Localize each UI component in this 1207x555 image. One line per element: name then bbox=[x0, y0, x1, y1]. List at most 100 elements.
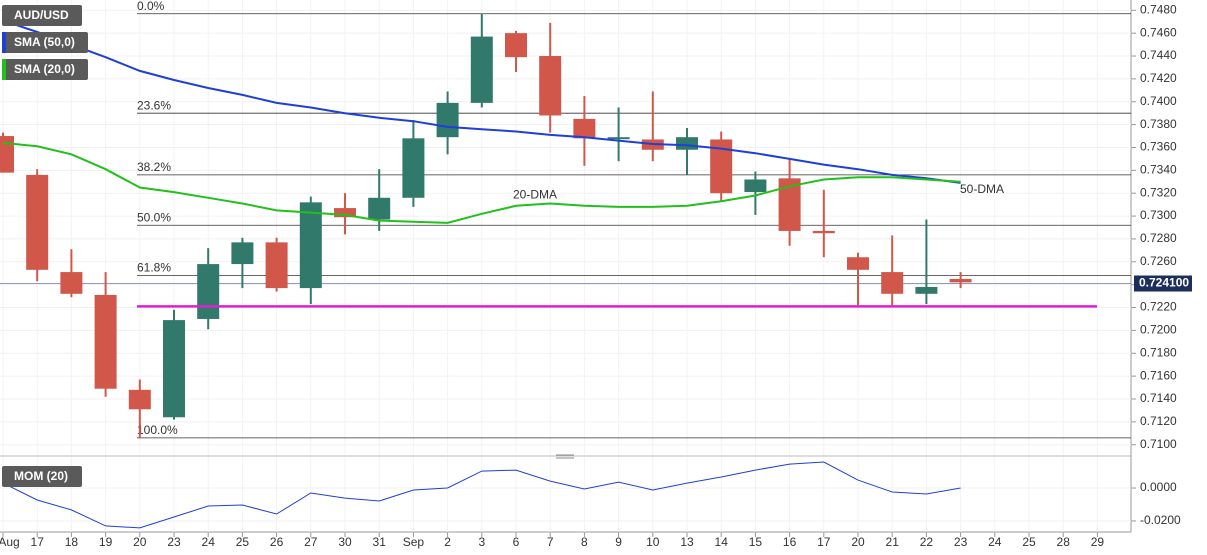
x-tick-label: 22 bbox=[920, 535, 934, 549]
x-tick-label: 25 bbox=[1022, 535, 1036, 549]
x-tick-label: 10 bbox=[646, 535, 660, 549]
legend-box bbox=[2, 466, 82, 487]
y-tick-label: 0.7160 bbox=[1140, 368, 1177, 382]
legend-stripe bbox=[2, 32, 6, 53]
x-tick-label: 26 bbox=[270, 535, 284, 549]
y-tick-label: 0.7360 bbox=[1140, 140, 1177, 154]
candle-body bbox=[915, 286, 938, 294]
y-tick-label: 0.7120 bbox=[1140, 414, 1177, 428]
fib-label: 0.0% bbox=[137, 0, 165, 13]
y-tick-label: 0.7340 bbox=[1140, 163, 1177, 177]
candle-body bbox=[334, 208, 356, 218]
candle-body bbox=[402, 138, 425, 198]
candle-body bbox=[505, 33, 527, 58]
candle-body bbox=[26, 174, 49, 270]
momentum-line bbox=[2, 461, 961, 529]
fib-label: 100.0% bbox=[137, 423, 178, 437]
candle-body bbox=[573, 118, 596, 139]
x-tick-label: 20 bbox=[133, 535, 147, 549]
candle-body bbox=[60, 272, 83, 294]
x-tick-label: 7 bbox=[547, 535, 554, 549]
x-tick-label: 18 bbox=[65, 535, 79, 549]
candle-body bbox=[881, 272, 904, 294]
x-tick-label: 30 bbox=[338, 535, 352, 549]
candle-body bbox=[94, 294, 117, 389]
legend-label: SMA (20,0) bbox=[14, 62, 75, 76]
x-tick-label: 29 bbox=[1091, 535, 1105, 549]
candle-body bbox=[231, 242, 254, 265]
y-tick-label: 0.7220 bbox=[1140, 300, 1177, 314]
y-tick-label: 0.7260 bbox=[1140, 254, 1177, 268]
last-price-label: 0.724100 bbox=[1139, 276, 1189, 290]
candle-body bbox=[436, 102, 459, 138]
x-tick-label: 24 bbox=[202, 535, 216, 549]
x-tick-label: 3 bbox=[478, 535, 485, 549]
x-tick-label: 20 bbox=[851, 535, 865, 549]
candle-body bbox=[676, 137, 698, 150]
fib-label: 50.0% bbox=[137, 210, 171, 224]
y-tick-label: 0.7320 bbox=[1140, 185, 1177, 199]
y-tick-label: 0.7460 bbox=[1140, 25, 1177, 39]
legend-box bbox=[2, 5, 82, 26]
candle-body bbox=[299, 202, 322, 289]
last-price-badge bbox=[1134, 275, 1192, 292]
x-tick-label: 24 bbox=[988, 535, 1002, 549]
candle-body bbox=[197, 264, 220, 319]
sma-line bbox=[2, 141, 961, 224]
y-tick-label: 0.7100 bbox=[1140, 437, 1177, 451]
candle-body bbox=[128, 389, 151, 410]
y-tick-label: 0.7420 bbox=[1140, 71, 1177, 85]
candle-body bbox=[265, 242, 288, 289]
x-tick-label: 15 bbox=[749, 535, 763, 549]
y-tick-label: 0.7140 bbox=[1140, 391, 1177, 405]
legend-label: SMA (50,0) bbox=[14, 35, 75, 49]
sma-line bbox=[2, 19, 961, 184]
fib-label: 61.8% bbox=[137, 261, 171, 275]
fib-label: 23.6% bbox=[137, 98, 171, 112]
x-tick-label: 31 bbox=[373, 535, 387, 549]
x-tick-label: Aug bbox=[0, 535, 20, 549]
y-tick-label: -0.0200 bbox=[1140, 513, 1181, 527]
x-tick-label: 17 bbox=[817, 535, 831, 549]
x-tick-label: 28 bbox=[1057, 535, 1071, 549]
x-tick-label: 25 bbox=[236, 535, 250, 549]
y-tick-label: 0.7200 bbox=[1140, 323, 1177, 337]
candle-body bbox=[778, 178, 801, 231]
legend-label: MOM (20) bbox=[14, 469, 68, 483]
candle-body bbox=[0, 136, 14, 173]
x-tick-label: 16 bbox=[783, 535, 797, 549]
annotation: 20-DMA bbox=[513, 188, 557, 202]
x-tick-label: 27 bbox=[304, 535, 318, 549]
x-tick-label: 23 bbox=[167, 535, 181, 549]
legend-box bbox=[2, 59, 88, 80]
candle-body bbox=[163, 320, 185, 418]
x-tick-label: 14 bbox=[715, 535, 729, 549]
candle-body bbox=[607, 137, 630, 140]
candle-body bbox=[847, 257, 869, 270]
y-tick-label: 0.7180 bbox=[1140, 345, 1177, 359]
x-tick-label: 23 bbox=[954, 535, 968, 549]
candle-body bbox=[812, 230, 835, 234]
fib-label: 38.2% bbox=[137, 160, 171, 174]
x-tick-label: 19 bbox=[99, 535, 113, 549]
legend-box bbox=[2, 32, 88, 53]
candle-body bbox=[470, 36, 493, 103]
y-tick-label: 0.7380 bbox=[1140, 117, 1177, 131]
candle-body bbox=[744, 179, 767, 193]
legend-label: AUD/USD bbox=[14, 8, 69, 22]
y-tick-label: 0.7280 bbox=[1140, 231, 1177, 245]
candle-body bbox=[368, 197, 391, 220]
legend-stripe bbox=[2, 59, 6, 80]
x-tick-label: 2 bbox=[444, 535, 451, 549]
x-tick-label: 8 bbox=[581, 535, 588, 549]
y-tick-label: 0.0000 bbox=[1140, 480, 1177, 494]
candle-body bbox=[710, 139, 733, 194]
x-tick-label: 17 bbox=[31, 535, 45, 549]
x-tick-label: 6 bbox=[513, 535, 520, 549]
candle-body bbox=[539, 56, 562, 116]
y-tick-label: 0.7300 bbox=[1140, 208, 1177, 222]
y-tick-label: 0.7400 bbox=[1140, 94, 1177, 108]
